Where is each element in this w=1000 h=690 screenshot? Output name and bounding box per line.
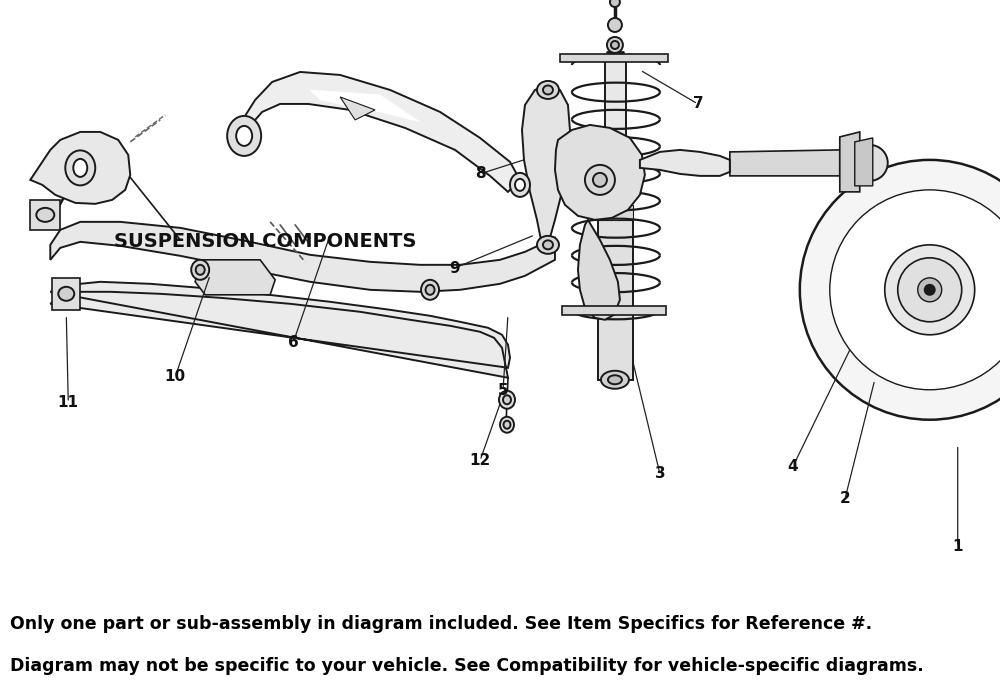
Ellipse shape: [236, 126, 252, 146]
Polygon shape: [50, 222, 555, 292]
Ellipse shape: [426, 285, 435, 295]
Polygon shape: [30, 200, 60, 230]
Polygon shape: [555, 125, 645, 220]
Polygon shape: [522, 85, 570, 245]
Polygon shape: [52, 278, 80, 310]
Text: Only one part or sub-assembly in diagram included. See Item Specifics for Refere: Only one part or sub-assembly in diagram…: [10, 615, 872, 633]
Text: 5: 5: [498, 384, 508, 398]
Text: 10: 10: [165, 369, 186, 384]
Text: 2: 2: [839, 491, 850, 506]
Text: 4: 4: [787, 459, 798, 474]
Circle shape: [900, 260, 960, 319]
Polygon shape: [840, 145, 870, 180]
Polygon shape: [855, 138, 873, 186]
Circle shape: [611, 41, 619, 49]
Polygon shape: [840, 132, 860, 192]
Text: SUSPENSION COMPONENTS: SUSPENSION COMPONENTS: [114, 232, 416, 250]
Polygon shape: [730, 150, 840, 176]
Ellipse shape: [510, 173, 530, 197]
Text: 6: 6: [288, 335, 299, 351]
Circle shape: [593, 173, 607, 187]
Ellipse shape: [543, 86, 553, 95]
Polygon shape: [340, 97, 375, 120]
Ellipse shape: [65, 150, 95, 186]
Text: 8: 8: [475, 166, 485, 181]
Ellipse shape: [196, 265, 205, 275]
Ellipse shape: [515, 179, 525, 191]
Polygon shape: [562, 306, 666, 315]
Text: 3: 3: [655, 466, 665, 481]
Ellipse shape: [543, 240, 553, 249]
Ellipse shape: [36, 208, 54, 222]
Ellipse shape: [537, 236, 559, 254]
Ellipse shape: [58, 287, 74, 301]
Ellipse shape: [73, 159, 87, 177]
Circle shape: [852, 145, 888, 181]
Ellipse shape: [421, 280, 439, 299]
Circle shape: [925, 285, 935, 295]
Polygon shape: [640, 150, 730, 176]
Circle shape: [898, 258, 962, 322]
Circle shape: [610, 0, 620, 7]
Polygon shape: [598, 220, 633, 380]
Text: 12: 12: [469, 453, 491, 468]
Polygon shape: [560, 54, 668, 62]
Polygon shape: [236, 72, 520, 192]
Ellipse shape: [191, 260, 209, 280]
Polygon shape: [30, 132, 130, 204]
Polygon shape: [195, 260, 275, 295]
Polygon shape: [578, 220, 620, 319]
Circle shape: [585, 165, 615, 195]
Text: 7: 7: [693, 96, 703, 111]
Circle shape: [800, 160, 1000, 420]
Polygon shape: [598, 205, 633, 220]
Circle shape: [608, 18, 622, 32]
Circle shape: [830, 190, 1000, 390]
Ellipse shape: [227, 116, 261, 156]
Circle shape: [885, 245, 975, 335]
Polygon shape: [605, 60, 626, 220]
Text: 1: 1: [952, 540, 963, 554]
Circle shape: [607, 37, 623, 53]
Ellipse shape: [503, 395, 511, 404]
Circle shape: [918, 278, 942, 302]
Text: 9: 9: [450, 261, 460, 275]
Ellipse shape: [537, 81, 559, 99]
Text: 11: 11: [58, 395, 79, 411]
Ellipse shape: [500, 417, 514, 433]
Ellipse shape: [503, 421, 510, 428]
Ellipse shape: [499, 391, 515, 408]
Text: Diagram may not be specific to your vehicle. See Compatibility for vehicle-speci: Diagram may not be specific to your vehi…: [10, 657, 924, 675]
Polygon shape: [310, 90, 420, 122]
Polygon shape: [50, 282, 510, 377]
Ellipse shape: [608, 375, 622, 384]
Ellipse shape: [601, 371, 629, 388]
